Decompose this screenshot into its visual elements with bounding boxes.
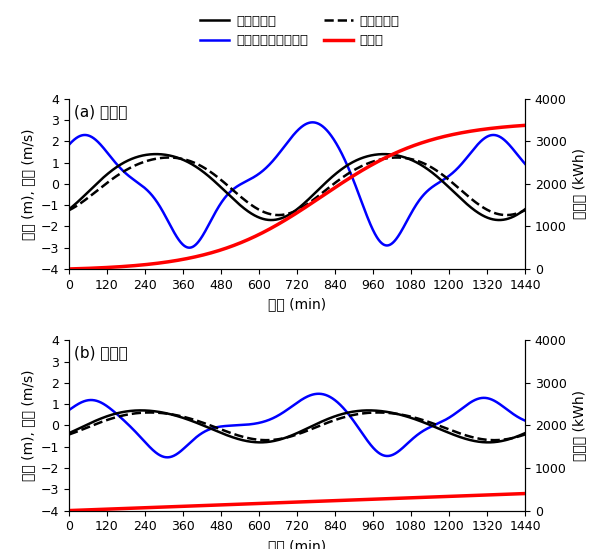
Text: (a) 大潮時: (a) 大潮時 [74,104,127,119]
X-axis label: 時間 (min): 時間 (min) [268,539,326,549]
Y-axis label: 水位 (m), 流速 (m/s): 水位 (m), 流速 (m/s) [22,369,35,481]
Legend: 港外の水位, ゲート隙間内の流速, 港内の水位, 発電量: 港外の水位, ゲート隙間内の流速, 港内の水位, 発電量 [195,9,405,53]
Y-axis label: 発電量 (kWh): 発電量 (kWh) [572,390,586,461]
Y-axis label: 発電量 (kWh): 発電量 (kWh) [572,148,586,220]
Text: (b) 小潮時: (b) 小潮時 [74,345,127,361]
X-axis label: 時間 (min): 時間 (min) [268,297,326,311]
Y-axis label: 水位 (m), 流速 (m/s): 水位 (m), 流速 (m/s) [22,128,35,240]
